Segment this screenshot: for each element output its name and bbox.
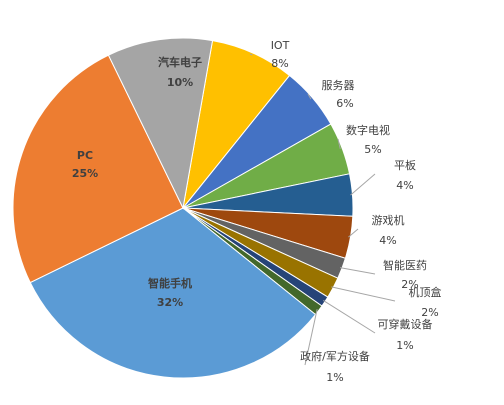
- slice-value-label: 5%: [364, 143, 381, 156]
- slice-value-label: 6%: [336, 97, 353, 110]
- slice-value-label: 4%: [379, 234, 396, 247]
- slice-value-label: 1%: [396, 339, 413, 352]
- slice-value-label: 4%: [396, 179, 413, 192]
- slice-label: 机顶盒: [409, 285, 442, 299]
- leader-line: [331, 286, 396, 302]
- slice-label: 平板: [394, 158, 416, 172]
- slice-label: 服务器: [322, 79, 355, 92]
- slice-value-label: 10%: [167, 76, 193, 89]
- leader-line: [348, 228, 359, 238]
- slice-label: 可穿戴设备: [378, 317, 433, 331]
- leader-line: [337, 138, 341, 150]
- slice-label: 数字电视: [346, 123, 390, 137]
- leader-line: [249, 53, 253, 56]
- slice-value-label: 2%: [421, 306, 438, 319]
- leader-line: [350, 173, 376, 196]
- slice-value-label: 8%: [271, 57, 288, 70]
- slice-label: 政府/军方设备: [300, 349, 370, 363]
- slice-label: PC: [77, 149, 93, 162]
- slice-value-label: 32%: [157, 296, 183, 309]
- pie-slice: [29, 207, 317, 379]
- slice-value-label: 25%: [72, 167, 98, 180]
- pie-slice: [107, 37, 214, 210]
- slice-label: 游戏机: [372, 213, 405, 227]
- pie-slice: [12, 54, 184, 284]
- leader-line: [322, 300, 376, 334]
- slice-value-label: 1%: [326, 371, 343, 384]
- leader-line: [304, 308, 318, 366]
- leader-line: [307, 93, 312, 100]
- slice-label: 汽车电子: [158, 55, 202, 69]
- leader-line: [339, 267, 376, 275]
- slice-label: 智能医药: [383, 258, 427, 272]
- slice-label: IOT: [271, 39, 290, 52]
- slice-value-label: 2%: [401, 278, 418, 291]
- slice-label: 智能手机: [148, 276, 192, 290]
